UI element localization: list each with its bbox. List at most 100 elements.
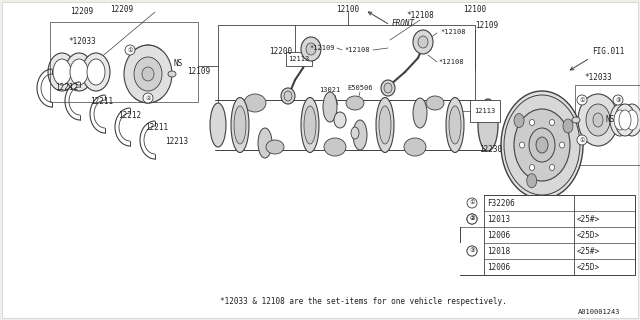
Text: <25D>: <25D> xyxy=(577,262,600,271)
Ellipse shape xyxy=(142,67,154,81)
Ellipse shape xyxy=(323,92,337,122)
Ellipse shape xyxy=(379,106,391,144)
Ellipse shape xyxy=(529,128,555,162)
Ellipse shape xyxy=(622,104,640,136)
Text: ②: ② xyxy=(145,95,151,100)
Ellipse shape xyxy=(244,94,266,112)
Text: ①: ① xyxy=(579,98,585,102)
Text: 12006: 12006 xyxy=(487,262,510,271)
Ellipse shape xyxy=(550,164,554,171)
Text: NS: NS xyxy=(173,60,182,68)
Ellipse shape xyxy=(281,88,295,104)
Ellipse shape xyxy=(168,71,176,77)
Ellipse shape xyxy=(536,137,548,153)
Text: *12108: *12108 xyxy=(344,47,370,53)
Ellipse shape xyxy=(353,120,367,150)
Text: <25#>: <25#> xyxy=(577,214,600,223)
Text: *12109: *12109 xyxy=(310,45,335,51)
Ellipse shape xyxy=(449,106,461,144)
Bar xyxy=(50,22,198,102)
Text: 12230: 12230 xyxy=(479,146,502,155)
Ellipse shape xyxy=(572,117,580,123)
Ellipse shape xyxy=(610,104,630,136)
Ellipse shape xyxy=(529,119,534,125)
Text: 12212: 12212 xyxy=(118,110,141,119)
Text: 12209: 12209 xyxy=(70,7,93,17)
Ellipse shape xyxy=(614,110,626,130)
Text: *12108: *12108 xyxy=(440,29,465,35)
Text: 12109: 12109 xyxy=(187,68,210,76)
Ellipse shape xyxy=(626,110,638,130)
Ellipse shape xyxy=(87,59,105,85)
Text: 12212: 12212 xyxy=(55,84,78,92)
Text: *12108: *12108 xyxy=(438,59,463,65)
Ellipse shape xyxy=(413,98,427,128)
Circle shape xyxy=(467,246,477,256)
Text: ③: ③ xyxy=(469,249,475,253)
Text: 13021: 13021 xyxy=(319,87,340,93)
Circle shape xyxy=(125,45,135,55)
Bar xyxy=(460,195,635,275)
Ellipse shape xyxy=(231,98,249,153)
Ellipse shape xyxy=(520,142,525,148)
Text: FIG.011: FIG.011 xyxy=(592,47,625,57)
Ellipse shape xyxy=(301,98,319,153)
Text: E50506: E50506 xyxy=(348,85,372,91)
Bar xyxy=(286,52,312,66)
Text: ②: ② xyxy=(469,217,475,221)
Text: 12100: 12100 xyxy=(337,4,360,13)
Ellipse shape xyxy=(550,119,554,125)
Ellipse shape xyxy=(124,45,172,103)
Ellipse shape xyxy=(619,110,631,130)
Text: <25D>: <25D> xyxy=(577,230,600,239)
Text: 12213: 12213 xyxy=(165,138,188,147)
Text: 12113: 12113 xyxy=(474,108,495,114)
Text: *12033 & 12108 are the set-items for one vehicle respectively.: *12033 & 12108 are the set-items for one… xyxy=(220,298,507,307)
Text: *12033: *12033 xyxy=(584,74,612,83)
Text: <25#>: <25#> xyxy=(577,246,600,255)
Ellipse shape xyxy=(284,91,292,101)
Text: 12013: 12013 xyxy=(487,214,510,223)
Ellipse shape xyxy=(501,91,583,199)
Circle shape xyxy=(577,135,587,145)
Text: A010001243: A010001243 xyxy=(577,309,620,315)
Ellipse shape xyxy=(586,104,610,136)
Circle shape xyxy=(467,214,477,224)
Ellipse shape xyxy=(593,113,603,127)
Ellipse shape xyxy=(527,174,537,188)
Bar xyxy=(575,85,640,165)
Ellipse shape xyxy=(324,138,346,156)
Bar xyxy=(470,100,500,122)
Ellipse shape xyxy=(529,164,534,171)
Ellipse shape xyxy=(351,127,359,139)
Ellipse shape xyxy=(563,119,573,133)
Ellipse shape xyxy=(446,98,464,153)
Ellipse shape xyxy=(514,109,570,181)
Ellipse shape xyxy=(376,98,394,153)
Ellipse shape xyxy=(53,59,71,85)
Bar xyxy=(460,243,484,275)
Text: 12211: 12211 xyxy=(90,98,113,107)
Ellipse shape xyxy=(514,114,524,128)
Text: *12033: *12033 xyxy=(68,37,96,46)
Ellipse shape xyxy=(210,103,226,147)
Text: ②: ② xyxy=(469,217,475,221)
Ellipse shape xyxy=(70,59,88,85)
Text: 12209: 12209 xyxy=(110,5,133,14)
Text: ①: ① xyxy=(579,138,585,142)
Text: ②: ② xyxy=(469,217,475,221)
Ellipse shape xyxy=(384,83,392,93)
Ellipse shape xyxy=(346,96,364,110)
Circle shape xyxy=(467,198,477,208)
Ellipse shape xyxy=(404,138,426,156)
Bar xyxy=(460,195,484,227)
Text: 12200: 12200 xyxy=(269,47,292,57)
Ellipse shape xyxy=(234,106,246,144)
Text: 12100: 12100 xyxy=(463,5,486,14)
Ellipse shape xyxy=(418,36,428,48)
Text: FRONT: FRONT xyxy=(392,19,415,28)
Text: 12018: 12018 xyxy=(487,246,510,255)
Text: 12109: 12109 xyxy=(475,20,498,29)
Ellipse shape xyxy=(478,99,498,151)
Ellipse shape xyxy=(615,104,635,136)
